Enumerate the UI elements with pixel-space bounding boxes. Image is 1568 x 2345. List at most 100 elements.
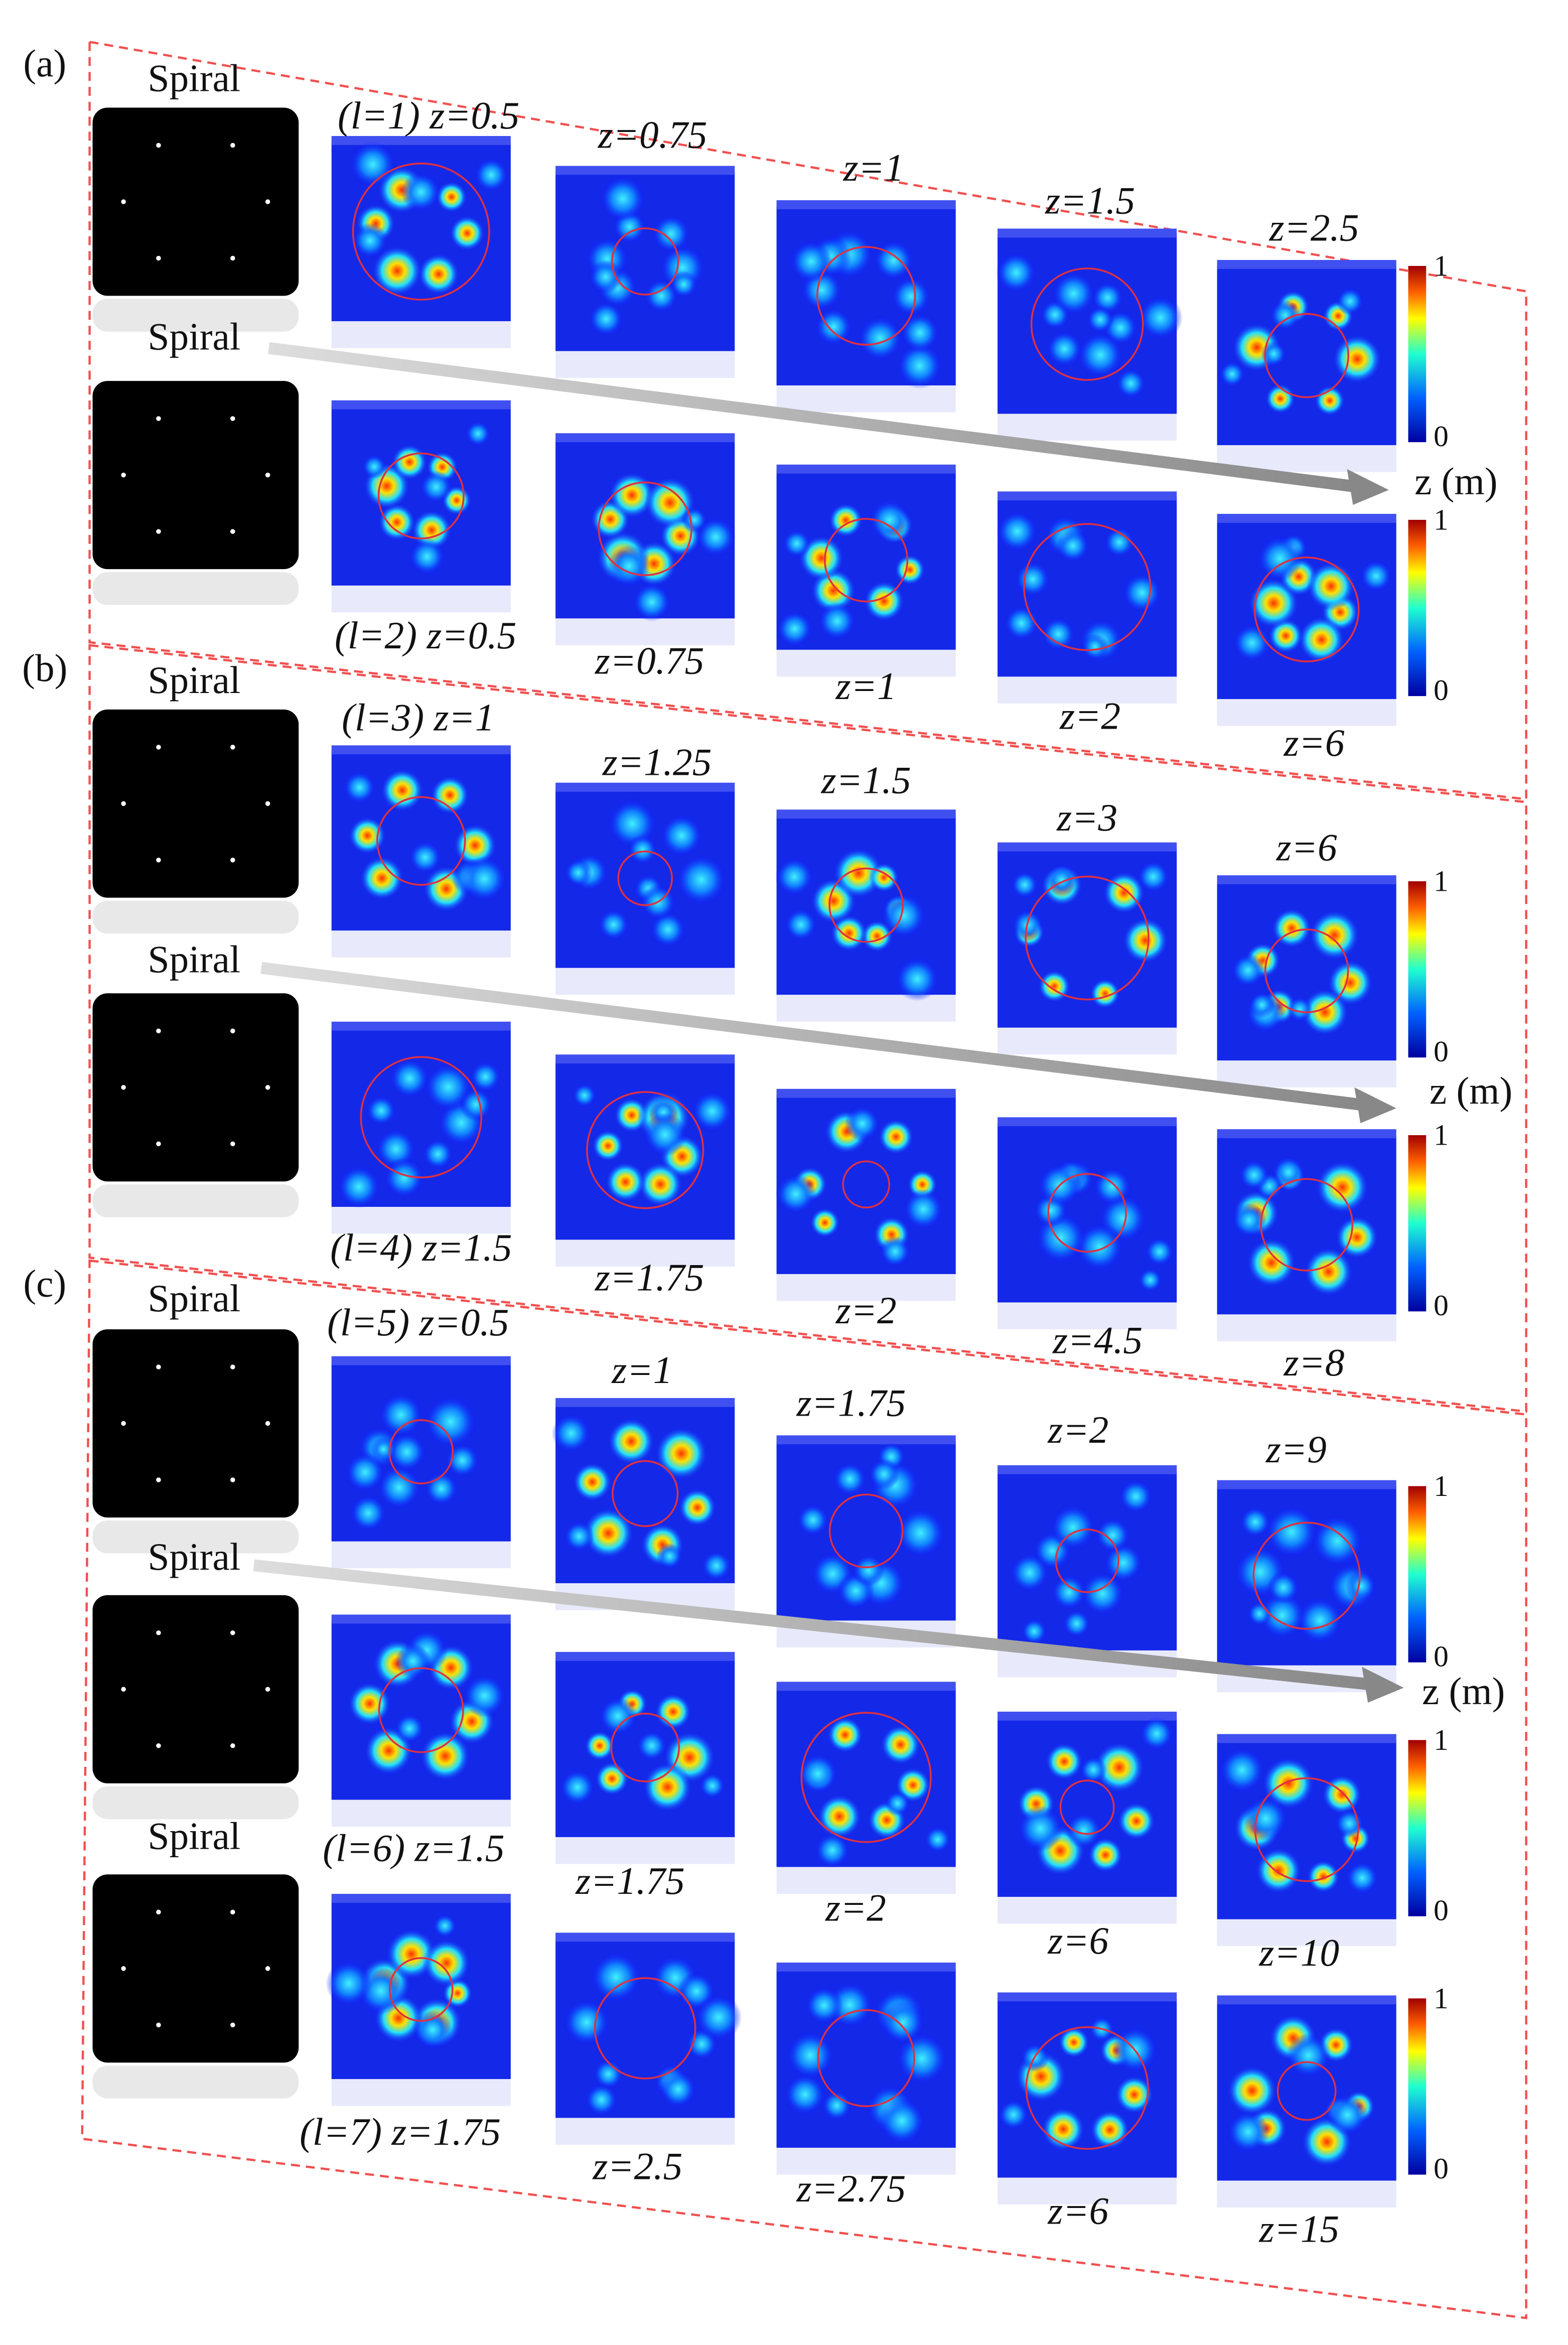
tile-edge	[555, 166, 735, 175]
colorbar-max: 1	[1434, 1119, 1449, 1152]
intensity-spot	[1051, 1574, 1087, 1610]
intensity-spot	[345, 1452, 385, 1492]
input-dot	[265, 1085, 270, 1090]
input-dot	[230, 1141, 235, 1147]
intensity-spot	[588, 301, 624, 337]
intensity-tile	[995, 228, 1183, 441]
intensity-spot	[1287, 996, 1313, 1022]
tile-shadow	[331, 1206, 511, 1234]
intensity-spot	[696, 517, 736, 557]
input-dot	[156, 143, 161, 148]
intensity-spot	[873, 240, 914, 281]
intensity-spot	[786, 2031, 835, 2080]
input-dot	[121, 199, 126, 204]
spiral-label: Spiral	[148, 315, 240, 358]
z-label: z=2.5	[1269, 206, 1359, 249]
intensity-spot	[384, 1157, 424, 1198]
region-circle	[1264, 313, 1350, 398]
input-dot	[156, 1909, 161, 1915]
tile-edge	[555, 782, 735, 792]
intensity-spot	[395, 1643, 431, 1679]
intensity-spot	[869, 862, 899, 893]
z-arrowhead	[1354, 1087, 1396, 1124]
intensity-spot	[1232, 1203, 1266, 1237]
tile-shadow	[776, 2147, 956, 2175]
intensity-spot	[1314, 385, 1345, 416]
z-axis-label: z (m)	[1414, 460, 1497, 503]
z-label: (l=6) z=1.5	[323, 1826, 504, 1869]
region-circle	[817, 2009, 915, 2107]
intensity-spot	[379, 1393, 423, 1437]
intensity-spot	[1117, 1802, 1156, 1841]
intensity-spot	[595, 1761, 629, 1796]
intensity-tile	[997, 842, 1177, 1055]
intensity-spot	[797, 1753, 839, 1795]
intensity-spot	[1062, 1609, 1091, 1638]
tile-edge	[555, 1651, 735, 1661]
intensity-spot	[474, 158, 509, 193]
input-reflection	[92, 299, 299, 332]
intensity-spot	[817, 1794, 862, 1839]
intensity-spot	[1090, 978, 1120, 1009]
intensity-spot	[1265, 1505, 1318, 1559]
intensity-spot	[1138, 295, 1183, 340]
intensity-spot	[885, 1790, 911, 1816]
intensity-spot	[833, 1462, 867, 1496]
intensity-spot	[643, 1113, 687, 1157]
tile-shadow	[555, 1837, 735, 1864]
intensity-spot	[420, 1731, 471, 1781]
intensity-spot	[592, 1130, 624, 1162]
intensity-spot	[413, 2010, 453, 2049]
intensity-spot	[419, 470, 453, 504]
intensity-spot	[470, 1061, 501, 1092]
intensity-spot	[858, 316, 903, 361]
input-dot	[156, 1028, 161, 1034]
intensity-spot	[349, 141, 396, 188]
input-dot	[230, 255, 235, 261]
spiral-label: Spiral	[148, 658, 240, 702]
intensity-spot	[424, 1471, 459, 1505]
intensity-spot	[1004, 606, 1039, 641]
intensity-spot	[564, 859, 593, 887]
z-label: z=15	[1258, 2207, 1339, 2250]
input-pattern	[92, 1329, 299, 1518]
tile-shadow	[555, 1239, 735, 1267]
intensity-spot	[371, 245, 423, 297]
intensity-spot	[408, 538, 446, 575]
intensity-spot	[852, 1554, 885, 1587]
intensity-spot	[1077, 332, 1124, 378]
intensity-tile	[776, 1682, 956, 1894]
intensity-spot	[1041, 2107, 1085, 2151]
intensity-spot	[337, 1165, 381, 1208]
intensity-spot	[656, 1543, 683, 1570]
intensity-spot	[348, 1682, 391, 1726]
intensity-tile	[1217, 260, 1396, 472]
input-dot	[156, 1477, 161, 1482]
intensity-tile	[555, 1651, 735, 1864]
tile-shadow	[331, 585, 511, 613]
intensity-spot	[1249, 992, 1275, 1018]
region-circle	[617, 850, 673, 906]
intensity-spot	[1046, 331, 1083, 367]
intensity-spot	[1265, 383, 1296, 414]
intensity-spot	[1239, 1506, 1271, 1538]
intensity-spot	[1082, 633, 1108, 660]
tile-edge	[997, 1992, 1177, 2002]
region-circle	[1260, 1178, 1354, 1272]
tile-edge	[776, 1435, 956, 1445]
intensity-spot	[389, 1058, 430, 1098]
intensity-spot	[782, 529, 811, 558]
spiral-label: Spiral	[148, 938, 240, 981]
z-label: z=1	[843, 146, 904, 189]
panel-frames	[81, 40, 1527, 2319]
intensity-spot	[1115, 2075, 1154, 2114]
colorbar-min: 0	[1434, 420, 1449, 453]
intensity-spot	[632, 582, 672, 622]
intensity-spot	[1051, 271, 1096, 316]
tile-edge	[776, 1682, 956, 1691]
intensity-spot	[1239, 1160, 1269, 1191]
z-label: z=2	[1059, 694, 1120, 737]
z-label: z=9	[1265, 1428, 1327, 1471]
intensity-spot	[1262, 1757, 1315, 1810]
z-label: z=1	[611, 1348, 672, 1392]
